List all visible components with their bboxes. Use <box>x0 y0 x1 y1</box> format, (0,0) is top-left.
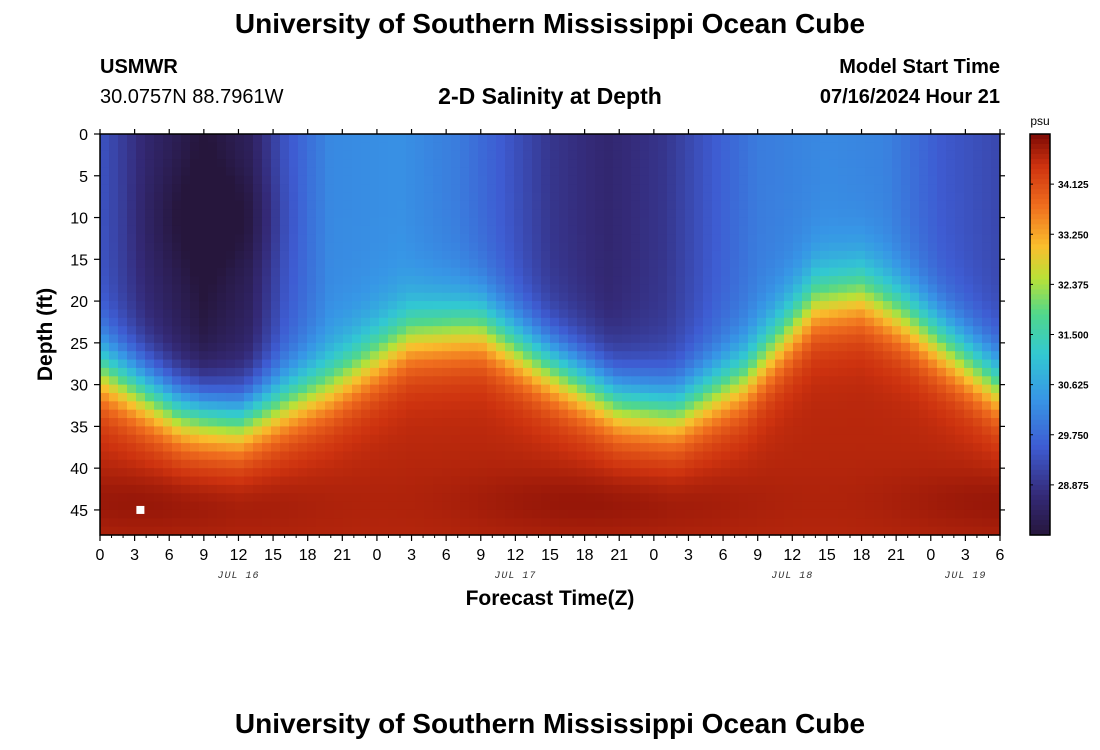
x-tick-label: 12 <box>783 547 801 564</box>
y-tick-label: 25 <box>70 336 88 353</box>
colorbar-tick-label: 34.125 <box>1058 180 1089 191</box>
x-tick-label: 6 <box>996 547 1005 564</box>
x-tick-label: 3 <box>130 547 139 564</box>
x-tick-label: 15 <box>264 547 282 564</box>
x-tick-label: 6 <box>442 547 451 564</box>
x-tick-label: 9 <box>476 547 485 564</box>
x-tick-label: 12 <box>230 547 248 564</box>
station-name: USMWR <box>100 56 178 78</box>
station-coordinates: 30.0757N 88.7961W <box>100 86 284 108</box>
page-title: University of Southern Mississippi Ocean… <box>234 8 866 39</box>
y-tick-label: 0 <box>79 127 88 144</box>
x-tick-label: 0 <box>372 547 381 564</box>
x-tick-label: 12 <box>506 547 524 564</box>
y-tick-label: 20 <box>70 294 88 311</box>
x-tick-label: 18 <box>853 547 871 564</box>
y-tick-label: 45 <box>70 503 88 520</box>
x-tick-label: 6 <box>165 547 174 564</box>
station-marker <box>136 505 145 514</box>
x-tick-label: 15 <box>541 547 559 564</box>
date-label: JUL 18 <box>771 571 813 582</box>
colorbar-tick-label: 30.625 <box>1058 381 1089 392</box>
colorbar-units: psu <box>1030 114 1049 128</box>
colorbar <box>1030 134 1050 536</box>
colorbar-tick-label: 33.250 <box>1058 230 1089 241</box>
heatmap-cells <box>100 134 1001 536</box>
colorbar-tick-label: 28.875 <box>1058 481 1089 492</box>
date-label: JUL 17 <box>494 571 536 582</box>
x-tick-label: 15 <box>818 547 836 564</box>
colorbar-tick-label: 32.375 <box>1058 280 1089 291</box>
x-tick-label: 18 <box>576 547 594 564</box>
x-tick-label: 0 <box>926 547 935 564</box>
date-label: JUL 16 <box>217 571 259 582</box>
x-tick-label: 3 <box>961 547 970 564</box>
x-tick-label: 0 <box>649 547 658 564</box>
chart-subtitle: 2-D Salinity at Depth <box>438 83 662 109</box>
x-tick-label: 9 <box>753 547 762 564</box>
model-start-value: 07/16/2024 Hour 21 <box>819 86 1000 108</box>
x-tick-label: 21 <box>610 547 628 564</box>
footer-title: University of Southern Mississippi Ocean… <box>234 708 866 739</box>
x-tick-label: 9 <box>199 547 208 564</box>
x-tick-label: 3 <box>407 547 416 564</box>
y-tick-label: 10 <box>70 211 88 228</box>
model-start-label: Model Start Time <box>839 56 1000 78</box>
y-tick-label: 15 <box>70 252 88 269</box>
y-tick-label: 35 <box>70 419 88 436</box>
y-tick-label: 40 <box>70 461 88 478</box>
x-axis-label: Forecast Time(Z) <box>466 587 635 610</box>
x-tick-label: 21 <box>887 547 905 564</box>
colorbar-tick-label: 29.750 <box>1058 431 1089 442</box>
y-axis-label: Depth (ft) <box>34 288 57 381</box>
y-tick-label: 30 <box>70 378 88 395</box>
x-tick-label: 21 <box>333 547 351 564</box>
x-tick-label: 18 <box>299 547 317 564</box>
colorbar-tick-label: 31.500 <box>1058 331 1089 342</box>
y-tick-label: 5 <box>79 169 88 186</box>
x-tick-label: 3 <box>684 547 693 564</box>
x-tick-label: 6 <box>719 547 728 564</box>
date-label: JUL 19 <box>944 571 986 582</box>
x-tick-label: 0 <box>96 547 105 564</box>
